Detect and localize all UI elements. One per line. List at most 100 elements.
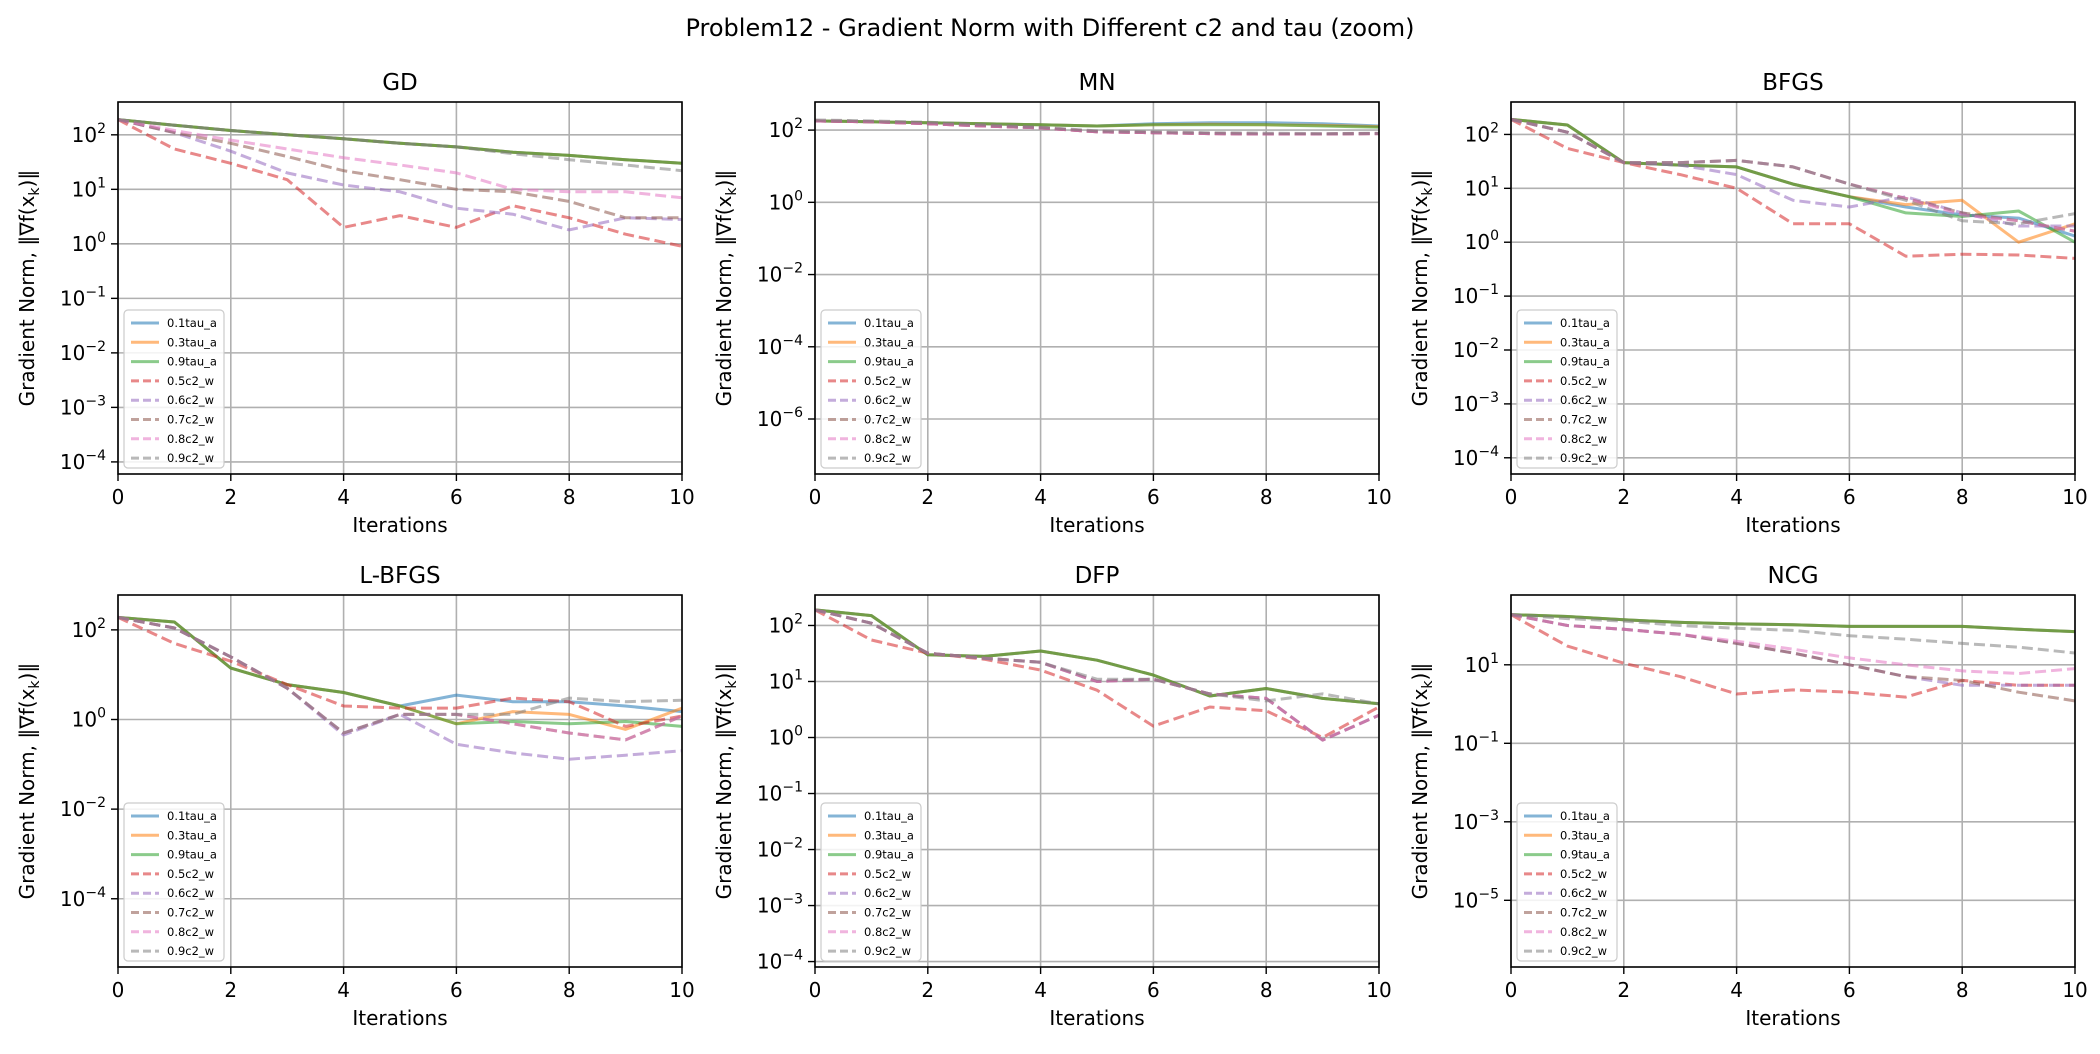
y-tick-label: 10−1 <box>757 780 803 806</box>
x-axis-label: Iterations <box>352 513 447 537</box>
series-line-0.8c2_w <box>815 608 1379 742</box>
series-line-0.9tau_a <box>1511 613 2075 634</box>
legend-label: 0.3tau_a <box>864 335 914 349</box>
x-tick-label: 8 <box>1260 485 1273 509</box>
series-line-0.9tau_a <box>815 119 1379 129</box>
series-line-0.9c2_w <box>118 118 682 173</box>
y-axis-label: Gradient Norm, ‖∇f(xk)‖ <box>1408 170 1436 407</box>
y-tick-label: 102 <box>769 116 803 142</box>
legend: 0.1tau_a 0.3tau_a 0.9tau_a 0.5c2_w 0.6c2_w 0.… <box>123 802 225 962</box>
legend-label: 0.5c2_w <box>167 867 214 881</box>
legend-label: 0.1tau_a <box>167 809 217 823</box>
legend: 0.1tau_a 0.3tau_a 0.9tau_a 0.5c2_w 0.6c2_w 0.… <box>1516 309 1618 469</box>
x-tick-label: 0 <box>112 485 125 509</box>
legend-label: 0.6c2_w <box>1560 886 1607 900</box>
series-line-0.5c2_w <box>118 118 682 248</box>
legend-label: 0.9tau_a <box>864 355 914 369</box>
series-line-0.5c2_w <box>118 616 682 728</box>
x-tick-label: 6 <box>450 978 463 1002</box>
legend-label: 0.9c2_w <box>167 451 214 465</box>
series-line-0.9c2_w <box>1511 117 2075 226</box>
legend-label: 0.6c2_w <box>864 886 911 900</box>
y-tick-label: 10−5 <box>1453 886 1499 912</box>
legend-label: 0.9c2_w <box>864 451 911 465</box>
y-axis-label: Gradient Norm, ‖∇f(xk)‖ <box>1408 663 1436 900</box>
axes-frame <box>814 101 1380 475</box>
legend-label: 0.6c2_w <box>864 393 911 407</box>
x-tick-label: 6 <box>1843 485 1856 509</box>
y-tick-label: 100 <box>72 705 106 731</box>
y-tick-label: 102 <box>769 611 803 637</box>
axes-frame <box>117 594 683 968</box>
legend-label: 0.7c2_w <box>167 413 214 427</box>
y-tick-label: 101 <box>1465 174 1499 200</box>
legend-label: 0.1tau_a <box>1560 809 1610 823</box>
y-tick-label: 101 <box>769 667 803 693</box>
x-tick-label: 2 <box>921 978 934 1002</box>
y-axis-label: Gradient Norm, ‖∇f(xk)‖ <box>15 663 43 900</box>
subplot-2: 0 2 4 6 8 10 10−4 10−3 10−2 10−1 100 101 102 BFGS Iter… <box>1408 70 2088 537</box>
series-line-0.9c2_w <box>815 608 1379 706</box>
y-tick-label: 100 <box>1465 228 1499 254</box>
series-line-0.6c2_w <box>1511 117 2075 228</box>
legend-label: 0.9tau_a <box>1560 355 1610 369</box>
legend-label: 0.7c2_w <box>167 906 214 920</box>
legend-label: 0.7c2_w <box>1560 413 1607 427</box>
x-tick-label: 8 <box>1260 978 1273 1002</box>
y-tick-label: 10−1 <box>1453 729 1499 755</box>
x-tick-label: 10 <box>1366 978 1391 1002</box>
y-tick-label: 10−2 <box>757 836 803 862</box>
legend-label: 0.9c2_w <box>864 944 911 958</box>
y-tick-label: 10−2 <box>60 339 106 365</box>
y-tick-label: 10−4 <box>757 948 803 974</box>
legend-label: 0.9c2_w <box>1560 451 1607 465</box>
x-tick-label: 2 <box>224 485 237 509</box>
subplot-5: 0 2 4 6 8 10 10−5 10−3 10−1 101 NCG Iterations Gradi… <box>1408 563 2088 1030</box>
x-axis-label: Iterations <box>1049 513 1144 537</box>
x-tick-label: 8 <box>563 485 576 509</box>
y-tick-label: 10−4 <box>1453 444 1499 470</box>
x-tick-label: 8 <box>1956 485 1969 509</box>
x-axis-label: Iterations <box>1049 1006 1144 1030</box>
legend: 0.1tau_a 0.3tau_a 0.9tau_a 0.5c2_w 0.6c2_w 0.… <box>1516 802 1618 962</box>
y-tick-label: 10−3 <box>1453 808 1499 834</box>
y-tick-label: 10−6 <box>757 405 803 431</box>
x-tick-label: 4 <box>1034 485 1047 509</box>
legend: 0.1tau_a 0.3tau_a 0.9tau_a 0.5c2_w 0.6c2_w 0.… <box>820 309 922 469</box>
legend-label: 0.7c2_w <box>864 906 911 920</box>
series-line-0.9c2_w <box>118 615 682 735</box>
subplot-0: 0 2 4 6 8 10 10−4 10−3 10−2 10−1 100 101 102 GD Iterat… <box>15 70 695 537</box>
axes-frame <box>117 101 683 475</box>
y-tick-label: 10−3 <box>1453 390 1499 416</box>
legend-label: 0.8c2_w <box>167 432 214 446</box>
x-tick-label: 2 <box>1617 978 1630 1002</box>
legend-label: 0.8c2_w <box>864 432 911 446</box>
subplot-title: DFP <box>1075 563 1120 589</box>
y-tick-label: 10−1 <box>1453 282 1499 308</box>
x-tick-label: 4 <box>337 485 350 509</box>
legend-label: 0.7c2_w <box>864 413 911 427</box>
subplot-title: BFGS <box>1762 70 1823 96</box>
x-tick-label: 2 <box>921 485 934 509</box>
x-tick-label: 0 <box>1505 485 1518 509</box>
series-line-0.5c2_w <box>815 608 1379 739</box>
legend-label: 0.6c2_w <box>1560 393 1607 407</box>
legend-label: 0.1tau_a <box>167 316 217 330</box>
axes-frame <box>1510 594 2076 968</box>
legend-label: 0.9c2_w <box>167 944 214 958</box>
x-tick-label: 0 <box>1505 978 1518 1002</box>
subplot-1: 0 2 4 6 8 10 10−6 10−4 10−2 100 102 MN Iterations Gra… <box>712 70 1392 537</box>
legend-label: 0.9tau_a <box>1560 848 1610 862</box>
y-tick-label: 100 <box>769 724 803 750</box>
legend-label: 0.3tau_a <box>167 828 217 842</box>
y-tick-label: 10−2 <box>1453 336 1499 362</box>
series-line-0.9tau_a <box>118 615 682 728</box>
series-line-0.5c2_w <box>1511 613 2075 699</box>
x-tick-label: 6 <box>1843 978 1856 1002</box>
series-line-0.9tau_a <box>118 118 682 165</box>
legend-label: 0.5c2_w <box>864 374 911 388</box>
y-tick-label: 101 <box>72 175 106 201</box>
x-tick-label: 10 <box>2062 978 2087 1002</box>
series-line-0.6c2_w <box>118 118 682 232</box>
y-axis-label: Gradient Norm, ‖∇f(xk)‖ <box>712 170 740 407</box>
